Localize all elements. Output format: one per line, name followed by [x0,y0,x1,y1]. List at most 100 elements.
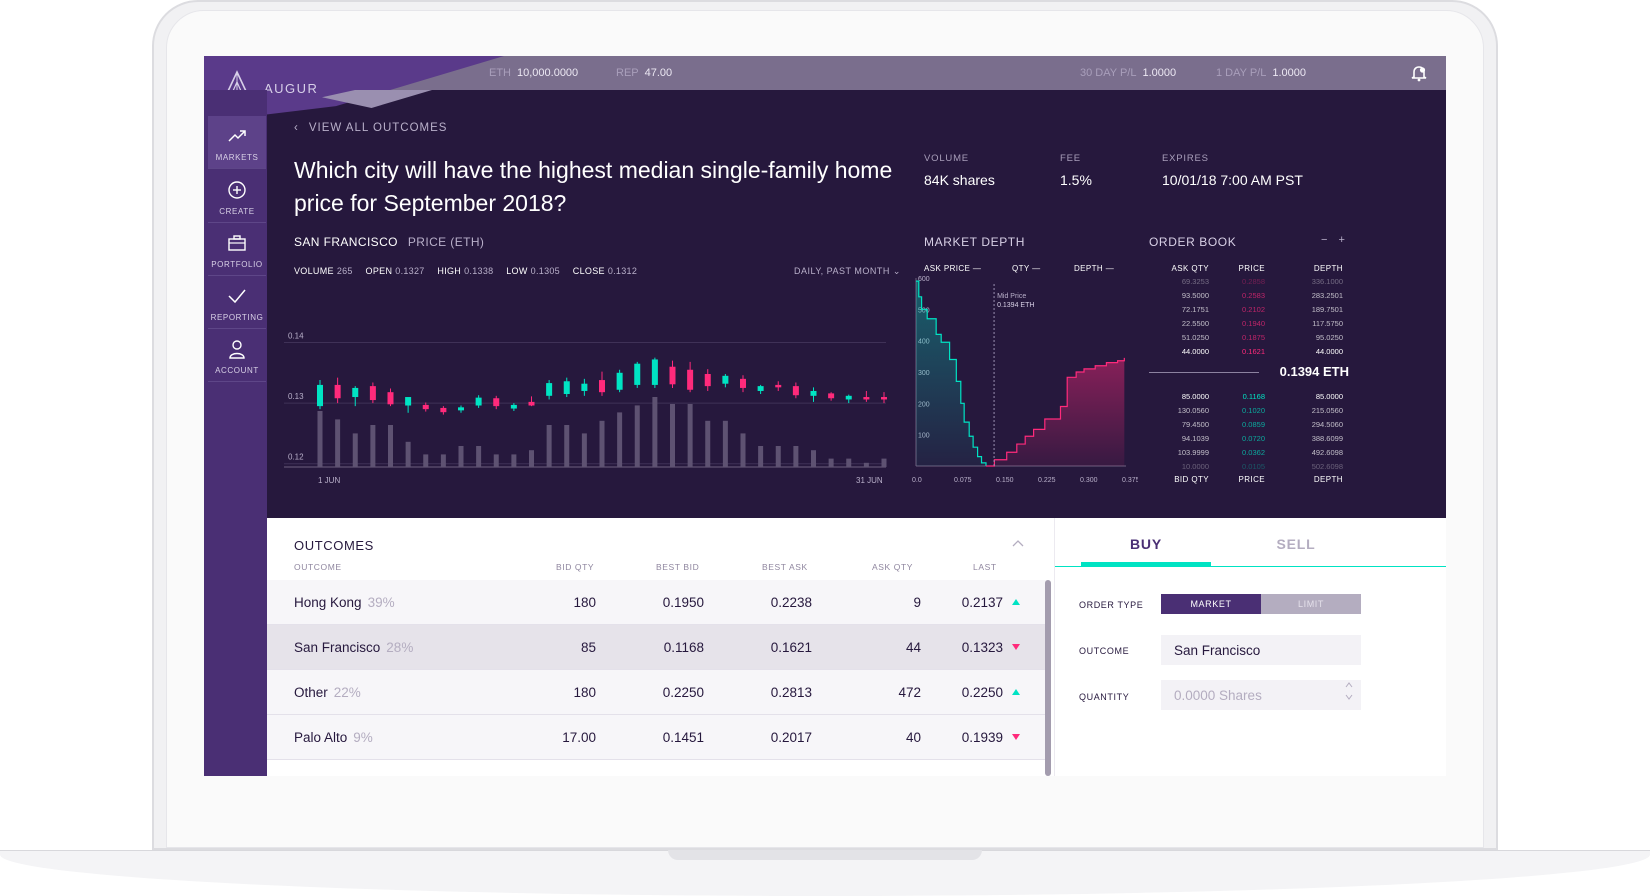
order-book-bid-row[interactable]: 130.0560 0.1020 215.0560 [1149,406,1349,420]
candle-body[interactable] [651,359,658,385]
candle-body[interactable] [387,392,394,405]
volume-bar [687,404,693,467]
volume-bar [335,419,341,467]
outcome-last: 0.1939 [961,730,1003,745]
candle-body[interactable] [563,381,570,394]
outcome-row[interactable]: San Francisco 28% 85 0.1168 0.1621 44 0.1323 [267,625,1047,670]
candle-body[interactable] [440,407,447,413]
tab-sell[interactable]: SELL [1276,536,1316,552]
period-selector[interactable]: DAILY, PAST MONTH ⌄ [794,266,901,276]
candle-body[interactable] [475,397,482,406]
chevron-up-icon[interactable] [1011,538,1025,548]
candle-body[interactable] [493,398,500,407]
col-head-last[interactable]: LAST [973,562,997,572]
bid-depth: 85.0000 [1315,392,1343,401]
candle-body[interactable] [422,404,429,410]
candle-body[interactable] [352,387,359,398]
order-book-ask-row[interactable]: 51.0250 0.1875 95.0250 [1149,333,1349,347]
col-head-best-ask[interactable]: BEST ASK [762,562,808,572]
order-type-limit[interactable]: LIMIT [1297,599,1324,609]
candle-body[interactable] [317,384,323,407]
order-book-ask-row[interactable]: 93.5000 0.2583 283.2501 [1149,291,1349,305]
candle-body[interactable] [810,390,817,396]
candle-body[interactable] [581,383,588,391]
candle-body[interactable] [687,369,694,390]
sidebar-item-label: ACCOUNT [215,366,259,375]
candle-body[interactable] [792,386,799,396]
order-book-ask-row[interactable]: 72.1751 0.2102 189.7501 [1149,305,1349,319]
candle-body[interactable] [510,404,517,409]
volume-bar [670,404,675,467]
view-all-outcomes-link[interactable]: ‹ VIEW ALL OUTCOMES [294,122,448,134]
candle-body[interactable] [458,407,464,411]
bid-depth: 294.5060 [1311,420,1343,429]
candle-body[interactable] [775,384,782,388]
order-book-ask-row[interactable]: 69.3253 0.2858 336.1000 [1149,277,1349,291]
candle-body[interactable] [828,393,835,399]
outcome-bid-qty: 180 [573,685,596,700]
order-type-market[interactable]: MARKET [1161,594,1261,614]
quantity-input[interactable]: 0.0000 Shares [1161,680,1361,710]
bid-qty: 130.0560 [1177,406,1209,415]
volume-bar [758,446,764,467]
col-head-outcome[interactable]: OUTCOME [294,562,342,572]
candle-body[interactable] [881,397,887,400]
ask-price: 0.2858 [1242,277,1265,286]
col-head-ask-qty[interactable]: ASK QTY [872,562,914,572]
candle-body[interactable] [740,378,746,388]
outcome-percent: 39% [367,595,395,610]
ob-foot-qty: BID QTY [1174,475,1209,484]
volume-bar [423,454,429,467]
candle-body[interactable] [334,384,341,399]
order-book-bid-row[interactable]: 103.9999 0.0362 492.6098 [1149,448,1349,462]
outcome-name: San Francisco 28% [294,640,413,655]
candle-body[interactable] [405,397,412,406]
candle-body[interactable] [616,372,623,390]
volume-bar [811,450,816,467]
outcome-row[interactable]: Hong Kong 39% 180 0.1950 0.2238 9 0.2137 [267,580,1047,625]
candle-body[interactable] [722,375,729,384]
outcomes-scrollbar[interactable] [1045,580,1051,776]
ask-depth: 189.7501 [1311,305,1343,314]
candle-body[interactable] [669,366,676,385]
volume-bar [793,446,799,467]
sidebar-item-create[interactable]: CREATE [208,170,266,223]
order-book-zoom-toggle[interactable]: − + [1321,234,1349,246]
outcome-row[interactable]: Palo Alto 9% 17.00 0.1451 0.2017 40 0.1939 [267,715,1047,760]
outcome-select[interactable]: San Francisco [1161,635,1361,665]
bid-price: 0.1020 [1242,406,1265,415]
order-book-ask-row[interactable]: 22.5500 0.1940 117.5750 [1149,319,1349,333]
bell-icon[interactable] [1410,64,1428,82]
order-book-ask-row[interactable]: 44.0000 0.1621 44.0000 [1149,347,1349,361]
tab-buy[interactable]: BUY [1130,536,1162,552]
order-book-bid-row[interactable]: 79.4500 0.0859 294.5060 [1149,420,1349,434]
volume-bar [317,411,323,467]
volume-bar [352,433,358,467]
outcome-row[interactable]: Other 22% 180 0.2250 0.2813 472 0.2250 [267,670,1047,715]
candle-body[interactable] [634,363,641,385]
order-book-bid-row[interactable]: 85.0000 0.1168 85.0000 [1149,392,1349,406]
sidebar-item-reporting[interactable]: REPORTING [208,276,266,329]
logo-text: AUGUR [264,81,319,96]
ask-price: 0.1875 [1242,333,1265,342]
order-book-bid-row[interactable]: 10.0000 0.0105 502.6098 [1149,462,1349,476]
col-head-bid-qty[interactable]: BID QTY [556,562,595,572]
outcome-name-text: Other [294,685,328,700]
candle-body[interactable] [757,386,764,391]
quantity-stepper[interactable] [1345,680,1353,702]
candle-body[interactable] [528,401,535,406]
chevron-left-icon: ‹ [294,122,299,134]
candle-body[interactable] [845,395,852,400]
bid-price: 0.0105 [1242,462,1265,471]
candle-body[interactable] [599,380,605,393]
sidebar-item-markets[interactable]: MARKETS [208,116,266,169]
sidebar-item-account[interactable]: ACCOUNT [208,329,266,382]
candle-body[interactable] [863,397,870,400]
x-tick-label: 0.075 [954,477,972,484]
col-head-best-bid[interactable]: BEST BID [656,562,700,572]
sidebar-item-portfolio[interactable]: PORTFOLIO [208,223,266,276]
order-book-bid-row[interactable]: 94.1039 0.0720 388.6099 [1149,434,1349,448]
candle-body[interactable] [546,383,553,396]
candle-body[interactable] [704,374,711,387]
candle-body[interactable] [369,386,376,401]
